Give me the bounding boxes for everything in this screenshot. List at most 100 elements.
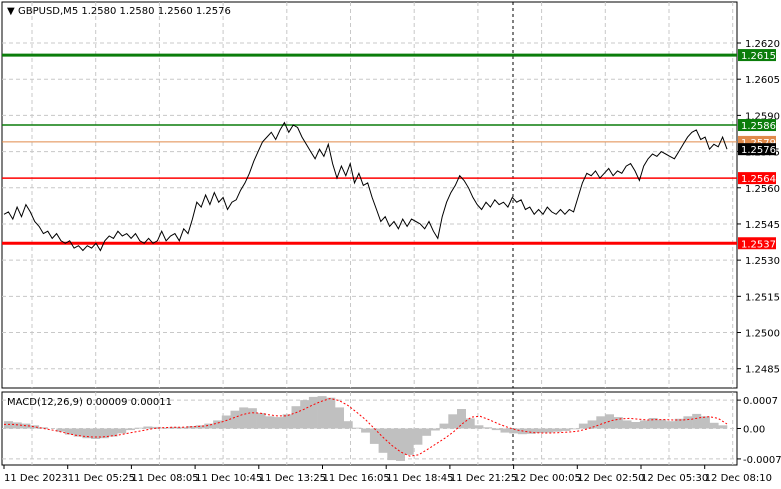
time-tick-label: 11 Dec 05:25 [68, 473, 135, 484]
macd-bar [622, 420, 632, 429]
macd-bar [631, 422, 641, 429]
time-tick-label: 12 Dec 08:10 [705, 473, 772, 484]
price-tick-label: 1.2500 [745, 329, 780, 340]
macd-bar [169, 426, 179, 429]
macd-bar [256, 413, 266, 429]
time-tick-label: 11 Dec 18:45 [386, 473, 453, 484]
macd-bar [396, 428, 405, 461]
price-grid [2, 2, 737, 388]
level-tag [738, 172, 776, 185]
price-tick-label: 1.2605 [745, 75, 780, 86]
price-tick-label: 1.2545 [745, 220, 780, 231]
macd-bar [73, 428, 83, 437]
macd-bar [544, 428, 554, 433]
macd-bar [369, 428, 379, 444]
macd-bar [448, 414, 458, 429]
macd-bar [683, 416, 693, 429]
price-tick-label: 1.2560 [745, 184, 780, 195]
macd-bar [483, 427, 493, 429]
price-axis[interactable]: 1.24851.25001.25151.25301.25451.25601.25… [737, 39, 780, 376]
macd-bar [56, 428, 66, 432]
time-tick-label: 11 Dec 21:25 [450, 473, 517, 484]
macd-bar [317, 396, 327, 429]
time-tick-label: 11 Dec 2023 [4, 473, 68, 484]
macd-bar [535, 428, 545, 433]
macd-bar [117, 428, 127, 434]
level-tag-text: 1.2586 [741, 121, 776, 132]
macd-bar [239, 407, 249, 429]
time-tick-label: 11 Dec 13:25 [259, 473, 326, 484]
time-tick-label: 12 Dec 02:50 [577, 473, 644, 484]
level-tag-text: 1.2564 [741, 174, 776, 185]
time-tick-label: 12 Dec 05:30 [641, 473, 708, 484]
macd-bar [422, 428, 432, 436]
macd-bar [526, 428, 536, 434]
macd-bar [282, 414, 292, 429]
price-series [3, 121, 728, 252]
macd-axis[interactable]: 0.0007 0.00 -0.00075 [737, 396, 781, 466]
macd-bar [195, 425, 205, 429]
macd-bar [265, 416, 275, 429]
macd-bar [230, 410, 240, 429]
macd-bar [126, 428, 135, 431]
macd-bar [413, 428, 423, 445]
macd-bar [82, 428, 92, 439]
macd-bar [38, 427, 48, 429]
macd-histogram [4, 396, 728, 461]
macd-bar [404, 428, 414, 455]
macd-bar [326, 397, 336, 429]
macd-title: MACD(12,26,9) 0.00009 0.00011 [7, 397, 172, 408]
macd-bar [439, 423, 449, 429]
macd-bar [65, 428, 74, 435]
macd-bar [718, 425, 728, 429]
macd-signal-line [4, 397, 728, 457]
macd-bar [352, 427, 362, 429]
macd-bar [300, 400, 310, 429]
macd-bar [692, 413, 702, 429]
level-tag [738, 49, 776, 62]
macd-bar [657, 419, 667, 429]
macd-bar [387, 428, 397, 461]
price-panel[interactable] [1, 1, 738, 389]
level-tag [738, 119, 776, 132]
macd-tick-label: -0.00075 [743, 455, 781, 466]
macd-bar [709, 422, 719, 429]
macd-bar [613, 417, 623, 429]
signal-line [4, 397, 728, 457]
macd-bar [308, 396, 318, 429]
macd-bar [30, 425, 40, 429]
macd-bar [596, 416, 606, 429]
macd-bar [578, 423, 588, 429]
macd-bar [160, 427, 170, 429]
price-tick-label: 1.2620 [745, 39, 780, 50]
macd-bar [213, 420, 223, 429]
macd-bar [465, 418, 475, 429]
macd-bar [221, 415, 231, 429]
price-tick-label: 1.2485 [745, 365, 780, 376]
price-tick-label: 1.2530 [745, 256, 780, 267]
macd-bar [12, 422, 22, 429]
macd-bar [274, 417, 283, 429]
macd-bar [500, 428, 510, 433]
macd-bar [561, 428, 571, 431]
support-resistance-levels [2, 53, 737, 245]
macd-bar [361, 428, 371, 433]
macd-bar [204, 423, 214, 429]
macd-bar [457, 409, 466, 429]
current-price-tag [738, 143, 776, 156]
macd-tick-label: 0.0007 [743, 396, 778, 407]
macd-bar [99, 428, 109, 439]
dropdown-triangle-icon[interactable]: ▼ [7, 6, 15, 17]
macd-bar [108, 428, 118, 437]
price-tick-label: 1.2515 [745, 292, 780, 303]
macd-bar [587, 420, 597, 429]
chart-title: GBPUSD,M5 1.2580 1.2580 1.2560 1.2576 [18, 6, 231, 17]
macd-bar [291, 406, 301, 429]
level-tag [738, 237, 776, 250]
macd-bar [91, 428, 101, 439]
time-tick-label: 12 Dec 00:05 [514, 473, 581, 484]
current-price-text: 1.2576 [741, 145, 776, 156]
